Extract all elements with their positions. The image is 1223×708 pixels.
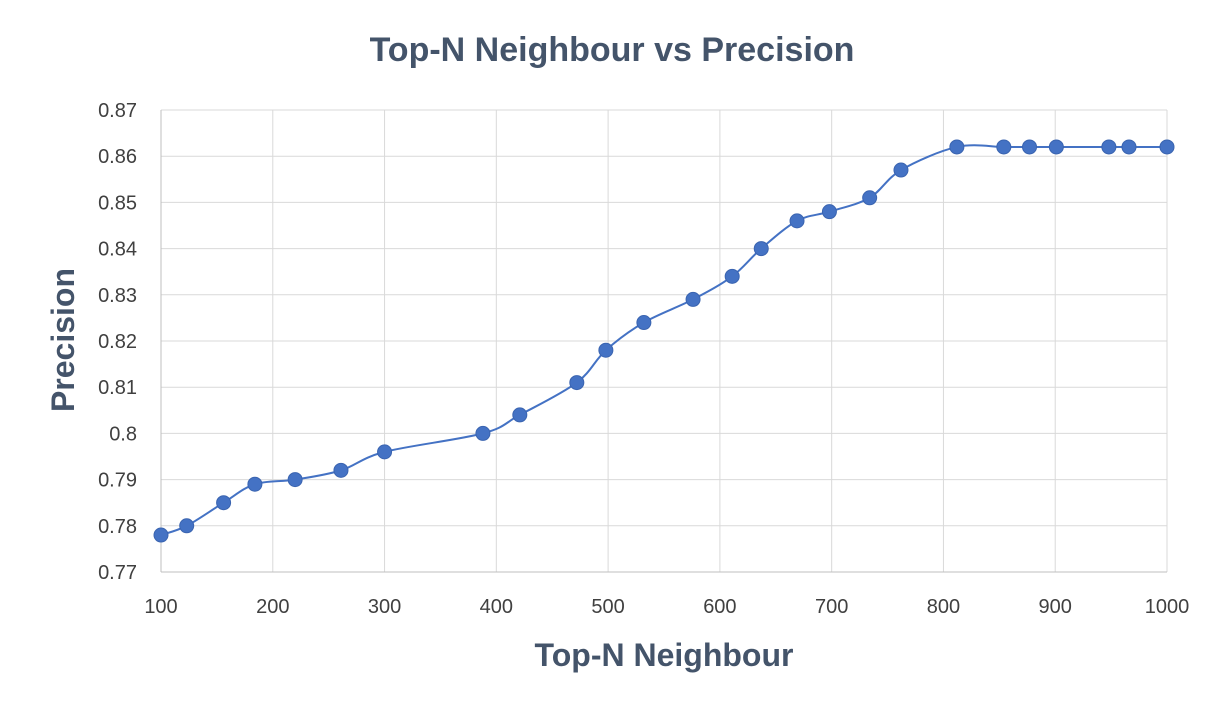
x-axis-ticks: 100 200 300 400 500 600 700 800 900 1000 <box>144 596 1189 618</box>
x-tick-label: 500 <box>591 596 624 618</box>
data-point <box>153 527 169 543</box>
x-tick-label: 300 <box>368 596 401 618</box>
data-point <box>598 342 614 358</box>
x-tick-label: 600 <box>703 596 736 618</box>
data-point <box>377 444 393 460</box>
data-point <box>893 162 909 178</box>
y-axis-ticks: 0.77 0.78 0.79 0.8 0.81 0.82 0.83 0.84 0.85 0.86 0… <box>98 100 137 584</box>
x-axis-title: Top-N Neighbour <box>535 637 794 673</box>
data-point <box>216 495 232 511</box>
data-point <box>724 268 740 284</box>
data-point <box>1048 139 1064 155</box>
gridlines <box>161 109 1168 572</box>
x-tick-label: 400 <box>480 596 513 618</box>
data-point <box>1101 139 1117 155</box>
y-tick-label: 0.8 <box>109 423 137 445</box>
y-tick-label: 0.77 <box>98 562 137 584</box>
data-point <box>753 241 769 257</box>
x-tick-label: 200 <box>256 596 289 618</box>
data-point <box>789 213 805 229</box>
y-tick-label: 0.87 <box>98 100 137 122</box>
data-point <box>247 476 263 492</box>
y-axis-title: Precision <box>45 268 81 412</box>
data-point <box>179 518 195 534</box>
x-tick-label: 700 <box>815 596 848 618</box>
data-point <box>1159 139 1175 155</box>
y-tick-label: 0.84 <box>98 239 137 261</box>
data-point <box>685 291 701 307</box>
y-tick-label: 0.78 <box>98 516 137 538</box>
data-point <box>512 407 528 423</box>
data-point <box>1022 139 1038 155</box>
data-point <box>569 375 585 391</box>
y-tick-label: 0.79 <box>98 470 137 492</box>
y-tick-label: 0.86 <box>98 146 137 168</box>
x-tick-label: 900 <box>1039 596 1072 618</box>
x-tick-label: 100 <box>144 596 177 618</box>
data-point <box>949 139 965 155</box>
y-tick-label: 0.83 <box>98 285 137 307</box>
data-point <box>475 425 491 441</box>
y-tick-label: 0.82 <box>98 331 137 353</box>
y-tick-label: 0.85 <box>98 192 137 214</box>
data-point <box>287 472 303 488</box>
data-point <box>1121 139 1137 155</box>
data-point <box>821 204 837 220</box>
y-tick-label: 0.81 <box>98 377 137 399</box>
x-tick-label: 800 <box>927 596 960 618</box>
data-point <box>333 462 349 478</box>
series-points <box>153 139 1175 543</box>
data-point <box>636 315 652 331</box>
data-point <box>996 139 1012 155</box>
axes <box>160 110 1167 573</box>
data-point <box>862 190 878 206</box>
chart-title: Top-N Neighbour vs Precision <box>370 31 855 69</box>
x-tick-label: 1000 <box>1145 596 1190 618</box>
